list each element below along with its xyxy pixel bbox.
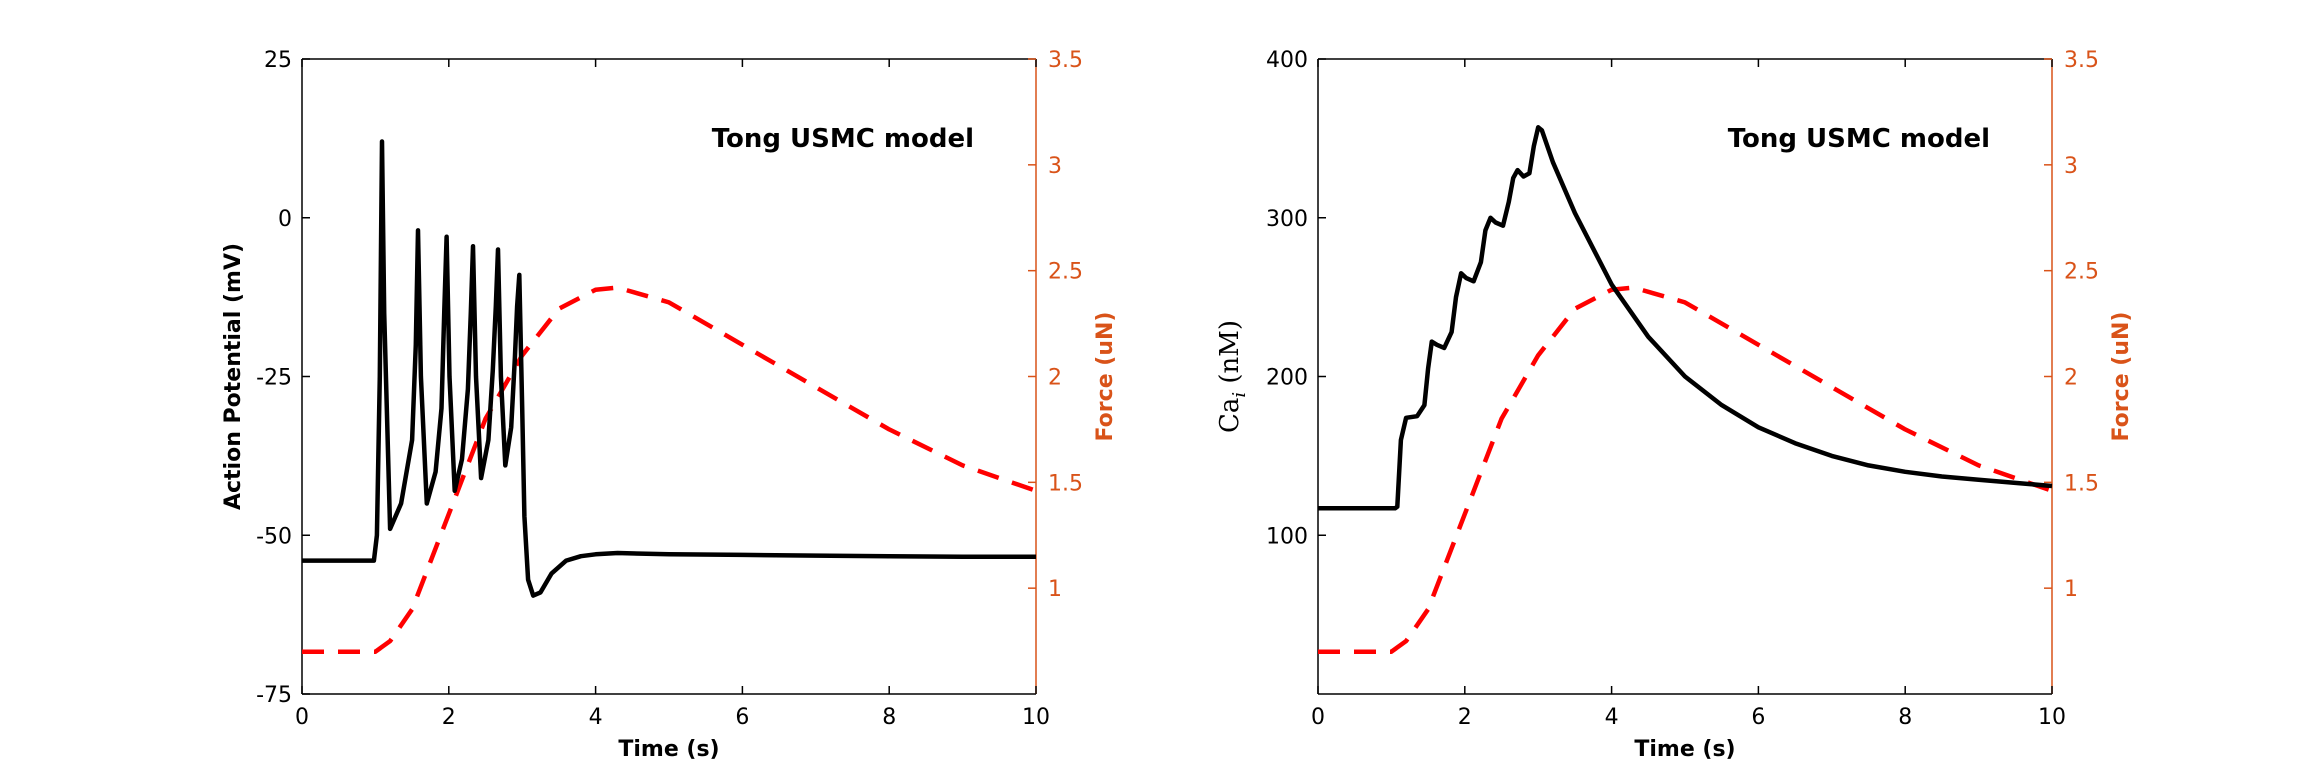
y-left-tick-label: -50: [256, 524, 292, 549]
y-right-tick-label: 3: [2064, 154, 2078, 179]
force-dashed-line: [302, 285, 1037, 654]
force-dashed-line: [1318, 285, 2053, 654]
y-right-tick-label: 3: [1048, 154, 1062, 179]
y-right-tick-label: 2: [2064, 366, 2078, 391]
x-axis-title: Time (s): [1634, 737, 1735, 762]
y-left-tick-label: 0: [278, 207, 292, 232]
chart-panel-2: 0 2 4 6 8 10 100 200 300 400 1 1.5 2 2.5 3 3.5 Time (s) C…: [1215, 48, 2134, 762]
y-right-tick-label: 1.5: [1048, 471, 1083, 496]
x-tick-label: 10: [1022, 705, 1050, 730]
y-left-tick-label: -25: [256, 366, 292, 391]
y-left-title-suffix: (nM): [1215, 320, 1245, 392]
y-left-tick-label: 300: [1266, 207, 1308, 232]
x-tick-label: 4: [589, 705, 603, 730]
x-tick-label: 0: [1311, 705, 1325, 730]
y-left-tick-label: -75: [256, 683, 292, 708]
y-right-tick-label: 1: [1048, 577, 1062, 602]
y-right-tick-label: 2: [1048, 366, 1062, 391]
x-tick-label: 0: [295, 705, 309, 730]
model-annotation: Tong USMC model: [1728, 124, 1990, 154]
y-right-tick-label: 3.5: [1048, 48, 1083, 73]
x-tick-label: 2: [1458, 705, 1472, 730]
x-tick-label: 6: [1751, 705, 1765, 730]
x-tick-label: 6: [735, 705, 749, 730]
y-right-tick-label: 2.5: [1048, 260, 1083, 285]
y-right-tick-label: 1: [2064, 577, 2078, 602]
y-left-axis-title: Cai (nM): [1215, 320, 1250, 433]
chart-panel-1: 0 2 4 6 8 10 -75 -50 -25 0 25 1 1.5 2 2.5 3 3.5 Time (s) A…: [221, 48, 1118, 762]
y-left-tick-label: 25: [264, 48, 292, 73]
x-tick-label: 8: [1898, 705, 1912, 730]
y-left-tick-label: 400: [1266, 48, 1308, 73]
y-left-tick-label: 100: [1266, 524, 1308, 549]
y-right-axis-title: Force (uN): [1093, 312, 1118, 442]
x-tick-label: 2: [442, 705, 456, 730]
y-right-tick-label: 2.5: [2064, 260, 2099, 285]
x-axis-title: Time (s): [618, 737, 719, 762]
y-left-title-subscript: i: [1229, 392, 1250, 398]
primary-solid-line: [302, 139, 1036, 598]
primary-solid-line: [1318, 125, 2053, 511]
y-left-axis-title: Action Potential (mV): [221, 243, 246, 510]
y-right-axis-title: Force (uN): [2109, 312, 2134, 442]
model-annotation: Tong USMC model: [712, 124, 974, 154]
y-right-tick-label: 1.5: [2064, 471, 2099, 496]
x-tick-label: 4: [1605, 705, 1619, 730]
x-tick-label: 8: [882, 705, 896, 730]
y-right-tick-label: 3.5: [2064, 48, 2099, 73]
x-tick-label: 10: [2038, 705, 2066, 730]
y-left-tick-label: 200: [1266, 366, 1308, 391]
y-left-title-main: Ca: [1215, 398, 1245, 433]
